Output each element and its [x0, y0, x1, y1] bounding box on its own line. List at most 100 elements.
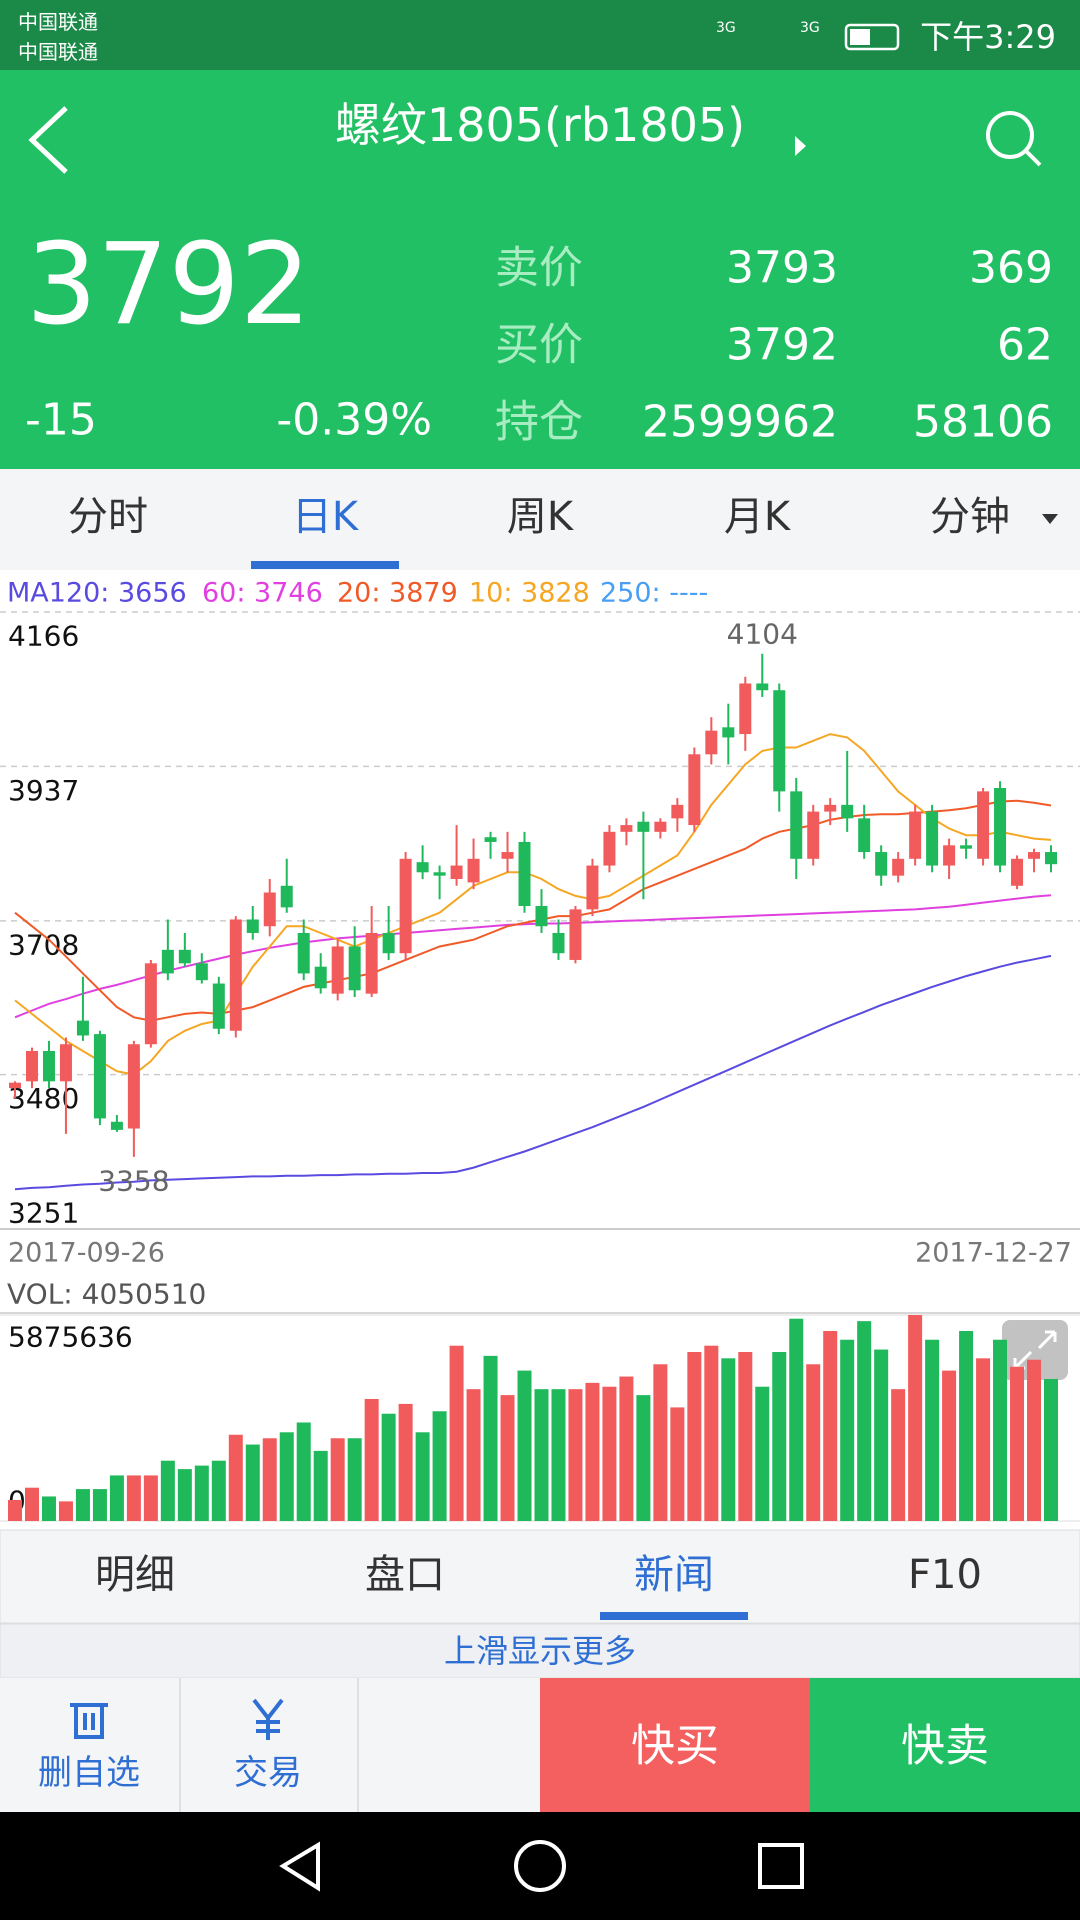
legend-entry: 10: 3828	[469, 578, 590, 609]
candle-body	[229, 919, 242, 1031]
candle-body	[127, 1044, 140, 1129]
ma-line	[14, 954, 1052, 1191]
info-tab[interactable]: F10	[908, 1552, 982, 1598]
candle-body	[348, 946, 361, 991]
change-pct: -0.39%	[276, 395, 432, 446]
candle-body	[263, 892, 276, 927]
volume-bar	[1027, 1359, 1042, 1521]
candle-body	[824, 804, 837, 812]
candle-body	[433, 872, 446, 876]
candle-body	[569, 909, 582, 960]
period-tab[interactable]: 分时	[68, 494, 148, 540]
candle-body	[586, 865, 599, 910]
volume-bar	[194, 1465, 209, 1521]
candle-body	[620, 825, 633, 832]
nav-bar	[0, 1812, 1080, 1920]
candle-body	[450, 865, 463, 880]
quote-volume: 369	[969, 243, 1053, 294]
low-label: 3358	[98, 1164, 169, 1197]
volume-bar	[483, 1355, 498, 1521]
period-tab-bar	[0, 469, 1080, 570]
quote-price: 3792	[726, 320, 838, 371]
header	[0, 70, 1080, 469]
candle-body	[875, 852, 888, 876]
candle-body	[807, 811, 820, 859]
volume-bar	[41, 1496, 56, 1521]
candle-body	[416, 862, 429, 873]
period-tab[interactable]: 日K	[292, 494, 360, 540]
change: -15	[25, 395, 97, 446]
battery	[844, 23, 900, 51]
period-tab[interactable]: 周K	[507, 494, 575, 540]
candle-body	[603, 831, 616, 866]
y-tick-label: 5875636	[8, 1321, 133, 1354]
y-tick-label: 3708	[8, 928, 79, 961]
volume-bar	[959, 1330, 974, 1521]
quote-price: 3793	[726, 243, 838, 294]
y-tick-label: 3251	[8, 1197, 79, 1230]
candle-body	[195, 963, 208, 981]
legend-entry: 60: 3746	[202, 578, 323, 609]
candle-body	[467, 858, 480, 883]
volume-bar	[143, 1475, 158, 1521]
volume-bar	[262, 1438, 277, 1521]
info-tab[interactable]: 明细	[95, 1552, 175, 1598]
clock: 下午3:29	[920, 18, 1056, 56]
nav-home[interactable]	[514, 1840, 566, 1892]
legend-entry: 20: 3879	[337, 578, 458, 609]
candle-body	[671, 804, 684, 819]
title: 螺纹1805(rb1805)	[335, 98, 745, 152]
volume-bar	[109, 1475, 124, 1521]
volume-title: VOL: 4050510	[7, 1278, 206, 1311]
period-tab[interactable]: 分钟	[930, 494, 1010, 540]
candle-body	[790, 791, 803, 859]
volume-bar	[738, 1352, 753, 1521]
search-button[interactable]	[986, 111, 1042, 167]
candle-body	[501, 852, 514, 859]
y-tick-label: 4166	[8, 620, 79, 653]
candle-body	[246, 919, 259, 933]
candle-body	[909, 811, 922, 859]
price: 3792	[26, 220, 311, 350]
candle-body	[705, 730, 718, 755]
volume-bar	[636, 1395, 651, 1521]
action-label[interactable]: 交易	[234, 1753, 302, 1793]
volume-bar	[364, 1398, 379, 1521]
candle-body	[365, 932, 378, 994]
volume-bar	[330, 1438, 345, 1521]
volume-bar	[245, 1444, 260, 1521]
volume-bar	[1044, 1378, 1058, 1521]
nav-recent[interactable]	[758, 1843, 804, 1889]
buy-label[interactable]: 快买	[631, 1721, 719, 1772]
volume-bar	[449, 1345, 464, 1521]
volume-bar	[500, 1395, 515, 1521]
dropdown-arrow[interactable]	[1042, 514, 1058, 524]
action-label[interactable]: 删自选	[38, 1753, 140, 1793]
volume-bar	[925, 1339, 940, 1521]
period-tab[interactable]: 月K	[724, 494, 792, 540]
carrier: 中国联通	[18, 40, 98, 64]
candle-body	[535, 906, 548, 927]
volume-bar	[160, 1460, 175, 1521]
buy-button[interactable]	[540, 1678, 810, 1812]
volume-bar	[1010, 1366, 1025, 1521]
title-arrow[interactable]	[795, 136, 806, 156]
volume-bar	[908, 1315, 923, 1521]
volume-bar	[24, 1487, 39, 1521]
info-tab[interactable]: 盘口	[365, 1552, 445, 1598]
candle-body	[637, 821, 650, 832]
candle-body	[552, 932, 565, 954]
sell-label[interactable]: 快卖	[901, 1721, 989, 1772]
volume-bar	[517, 1370, 532, 1521]
quote-label: 卖价	[495, 243, 583, 294]
volume-bar	[534, 1389, 549, 1521]
volume-bar	[347, 1438, 362, 1521]
nav-back[interactable]	[279, 1841, 320, 1892]
candle-body	[331, 946, 344, 994]
trash-icon	[70, 1703, 108, 1739]
back-button[interactable]	[28, 106, 68, 174]
sell-button[interactable]	[810, 1678, 1080, 1812]
info-tab[interactable]: 新闻	[634, 1552, 714, 1598]
volume-bar	[211, 1460, 226, 1521]
volume-bar	[75, 1489, 90, 1521]
